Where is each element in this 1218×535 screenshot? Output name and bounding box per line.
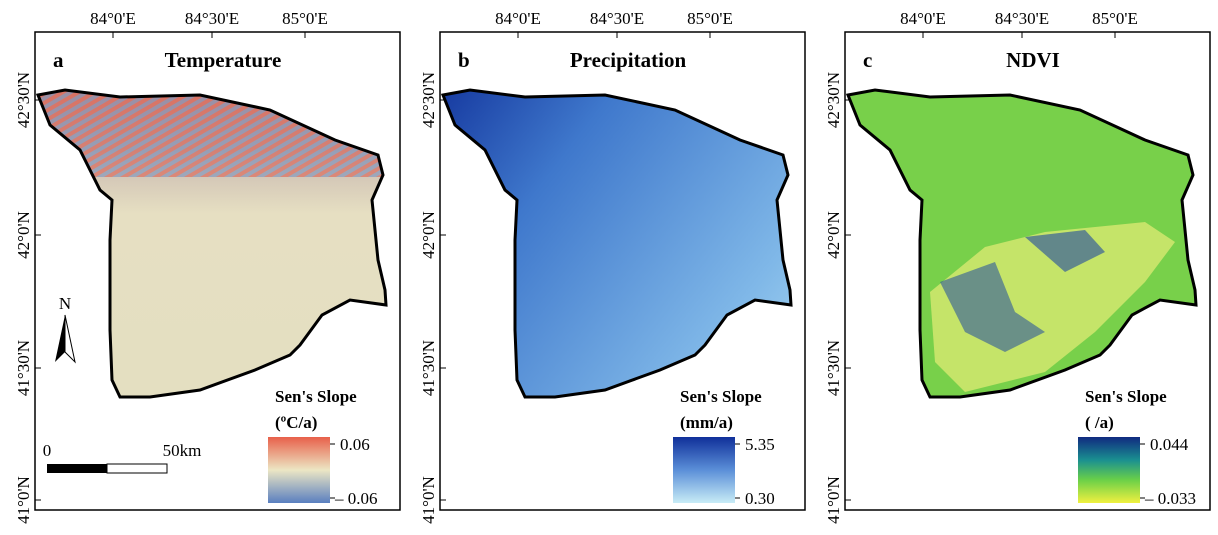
lat-tick: 41°30'N xyxy=(14,340,33,396)
boundary xyxy=(35,88,388,399)
raster-stripes xyxy=(38,90,386,177)
lon-tick: 84°0'E xyxy=(90,9,136,28)
panel-title: Temperature xyxy=(165,48,282,72)
lat-tick: 42°30'N xyxy=(824,72,843,128)
lon-tick: 84°30'E xyxy=(185,9,239,28)
legend-ramp xyxy=(1078,437,1140,503)
north-arrow xyxy=(55,315,65,362)
lon-tick: 85°0'E xyxy=(687,9,733,28)
legend-ramp xyxy=(673,437,735,503)
boundary xyxy=(440,88,793,399)
legend-title: Sen's Slope xyxy=(1085,387,1167,406)
frame xyxy=(844,31,1211,511)
legend-unit: (mm/a) xyxy=(680,413,733,432)
boundary xyxy=(845,88,1198,399)
lon-tick: 84°0'E xyxy=(900,9,946,28)
panel-letter: a xyxy=(53,48,64,72)
legend-max: 0.06 xyxy=(340,435,370,454)
legend-max: 5.35 xyxy=(745,435,775,454)
scale-bar xyxy=(47,464,107,473)
lat-tick: 42°30'N xyxy=(14,72,33,128)
legend-ramp xyxy=(268,437,330,503)
scale-start: 0 xyxy=(43,441,52,460)
lon-tick: 84°30'E xyxy=(995,9,1049,28)
frame xyxy=(34,31,401,511)
legend-unit: (ºC/a) xyxy=(275,413,317,432)
legend-min: 0.30 xyxy=(745,489,775,508)
legend-title: Sen's Slope xyxy=(680,387,762,406)
panel-letter: b xyxy=(458,48,470,72)
map-panel: a Temperature 84°0'E 84°30'E 85°0'E 42°30'N 42… xyxy=(14,9,401,524)
lat-tick: 41°0'N xyxy=(824,476,843,524)
legend-title: Sen's Slope xyxy=(275,387,357,406)
lat-tick: 41°0'N xyxy=(14,476,33,524)
lat-tick: 41°30'N xyxy=(419,340,438,396)
frame xyxy=(439,31,806,511)
raster-patch xyxy=(1025,230,1105,272)
lon-tick: 85°0'E xyxy=(282,9,328,28)
panel-title: Precipitation xyxy=(570,48,687,72)
north-label: N xyxy=(59,294,71,313)
lat-tick: 42°0'N xyxy=(14,211,33,259)
lat-tick: 42°0'N xyxy=(824,211,843,259)
legend-unit: ( /a) xyxy=(1085,413,1114,432)
lat-tick: 41°0'N xyxy=(419,476,438,524)
panel-letter: c xyxy=(863,48,872,72)
raster-patch xyxy=(940,262,1045,352)
legend-max: 0.044 xyxy=(1150,435,1189,454)
lat-tick: 41°30'N xyxy=(824,340,843,396)
lat-tick: 42°30'N xyxy=(419,72,438,128)
map-panel: b Precipitation 84°0'E 84°30'E 85°0'E 42°30'N… xyxy=(419,9,806,524)
north-arrow xyxy=(64,314,76,364)
lat-tick: 42°0'N xyxy=(419,211,438,259)
legend-min: – 0.06 xyxy=(334,489,378,508)
scale-bar xyxy=(106,463,168,474)
lon-tick: 84°30'E xyxy=(590,9,644,28)
map-panel: c NDVI 84°0'E 84°30'E 85°0'E 42°30'N 42°0'N 41°… xyxy=(824,9,1211,524)
lon-tick: 84°0'E xyxy=(495,9,541,28)
panel-title: NDVI xyxy=(1006,48,1060,72)
scale-end: 50km xyxy=(163,441,202,460)
lon-tick: 85°0'E xyxy=(1092,9,1138,28)
legend-min: – 0.033 xyxy=(1144,489,1196,508)
